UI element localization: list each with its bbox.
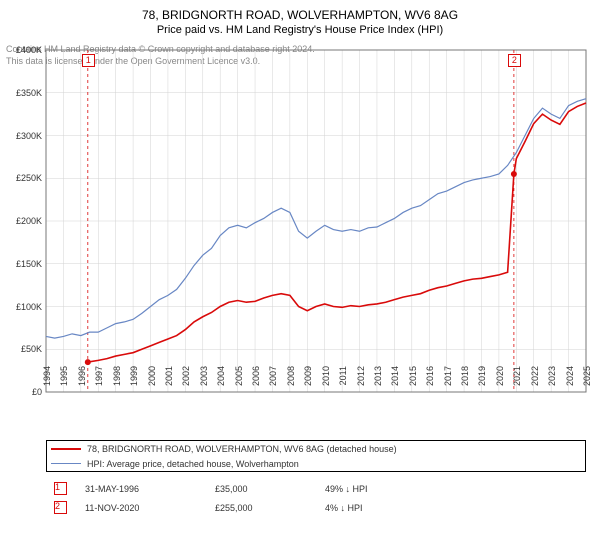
y-tick-label: £50K	[2, 344, 42, 354]
transaction-row: 1 31-MAY-1996£35,00049% ↓ HPI	[54, 482, 586, 495]
x-tick-label: 2007	[268, 366, 278, 396]
x-tick-label: 1998	[112, 366, 122, 396]
x-tick-label: 2018	[460, 366, 470, 396]
legend-swatch	[51, 448, 81, 450]
x-tick-label: 2001	[164, 366, 174, 396]
x-tick-label: 2020	[495, 366, 505, 396]
x-tick-label: 2000	[147, 366, 157, 396]
y-tick-label: £100K	[2, 302, 42, 312]
legend-label: HPI: Average price, detached house, Wolv…	[87, 459, 299, 469]
x-tick-label: 2021	[512, 366, 522, 396]
legend-label: 78, BRIDGNORTH ROAD, WOLVERHAMPTON, WV6 …	[87, 444, 397, 454]
x-tick-label: 2016	[425, 366, 435, 396]
x-tick-label: 2024	[565, 366, 575, 396]
transaction-delta: 4% ↓ HPI	[325, 503, 445, 513]
price-chart	[46, 50, 586, 392]
x-tick-label: 2004	[216, 366, 226, 396]
transaction-date: 31-MAY-1996	[85, 484, 215, 494]
x-tick-label: 2015	[408, 366, 418, 396]
title-line-1: 78, BRIDGNORTH ROAD, WOLVERHAMPTON, WV6 …	[0, 8, 600, 22]
series-hpi	[46, 99, 586, 338]
x-tick-label: 2011	[338, 366, 348, 396]
y-tick-label: £350K	[2, 88, 42, 98]
transaction-row: 2 11-NOV-2020£255,0004% ↓ HPI	[54, 501, 586, 514]
legend: 78, BRIDGNORTH ROAD, WOLVERHAMPTON, WV6 …	[46, 440, 586, 472]
x-tick-label: 2003	[199, 366, 209, 396]
transaction-price: £35,000	[215, 484, 325, 494]
legend-item: 78, BRIDGNORTH ROAD, WOLVERHAMPTON, WV6 …	[47, 441, 585, 456]
x-tick-label: 2002	[181, 366, 191, 396]
y-tick-label: £150K	[2, 259, 42, 269]
y-tick-label: £300K	[2, 131, 42, 141]
transaction-marker: 2	[54, 501, 67, 514]
x-tick-label: 2009	[303, 366, 313, 396]
x-tick-label: 1999	[129, 366, 139, 396]
transaction-price: £255,000	[215, 503, 325, 513]
x-tick-label: 2010	[321, 366, 331, 396]
marker-2: 2	[508, 54, 521, 67]
x-tick-label: 2025	[582, 366, 592, 396]
x-tick-label: 2019	[477, 366, 487, 396]
y-tick-label: £0	[2, 387, 42, 397]
y-tick-label: £200K	[2, 216, 42, 226]
x-tick-label: 1995	[59, 366, 69, 396]
x-tick-label: 2023	[547, 366, 557, 396]
title-line-2: Price paid vs. HM Land Registry's House …	[0, 24, 600, 36]
x-tick-label: 2017	[443, 366, 453, 396]
x-tick-label: 2012	[356, 366, 366, 396]
series-property	[88, 103, 586, 362]
x-tick-label: 2008	[286, 366, 296, 396]
x-tick-label: 2006	[251, 366, 261, 396]
x-tick-label: 2013	[373, 366, 383, 396]
marker-1: 1	[82, 54, 95, 67]
transaction-delta: 49% ↓ HPI	[325, 484, 445, 494]
x-tick-label: 2014	[390, 366, 400, 396]
y-tick-label: £400K	[2, 45, 42, 55]
chart-title: 78, BRIDGNORTH ROAD, WOLVERHAMPTON, WV6 …	[0, 0, 600, 36]
transaction-marker: 1	[54, 482, 67, 495]
x-tick-label: 2005	[234, 366, 244, 396]
x-tick-label: 2022	[530, 366, 540, 396]
transaction-date: 11-NOV-2020	[85, 503, 215, 513]
x-tick-label: 1994	[42, 366, 52, 396]
x-tick-label: 1996	[77, 366, 87, 396]
legend-item: HPI: Average price, detached house, Wolv…	[47, 456, 585, 471]
y-tick-label: £250K	[2, 173, 42, 183]
transactions-list: 1 31-MAY-1996£35,00049% ↓ HPI 2 11-NOV-2020…	[46, 476, 586, 514]
legend-swatch	[51, 463, 81, 464]
x-tick-label: 1997	[94, 366, 104, 396]
